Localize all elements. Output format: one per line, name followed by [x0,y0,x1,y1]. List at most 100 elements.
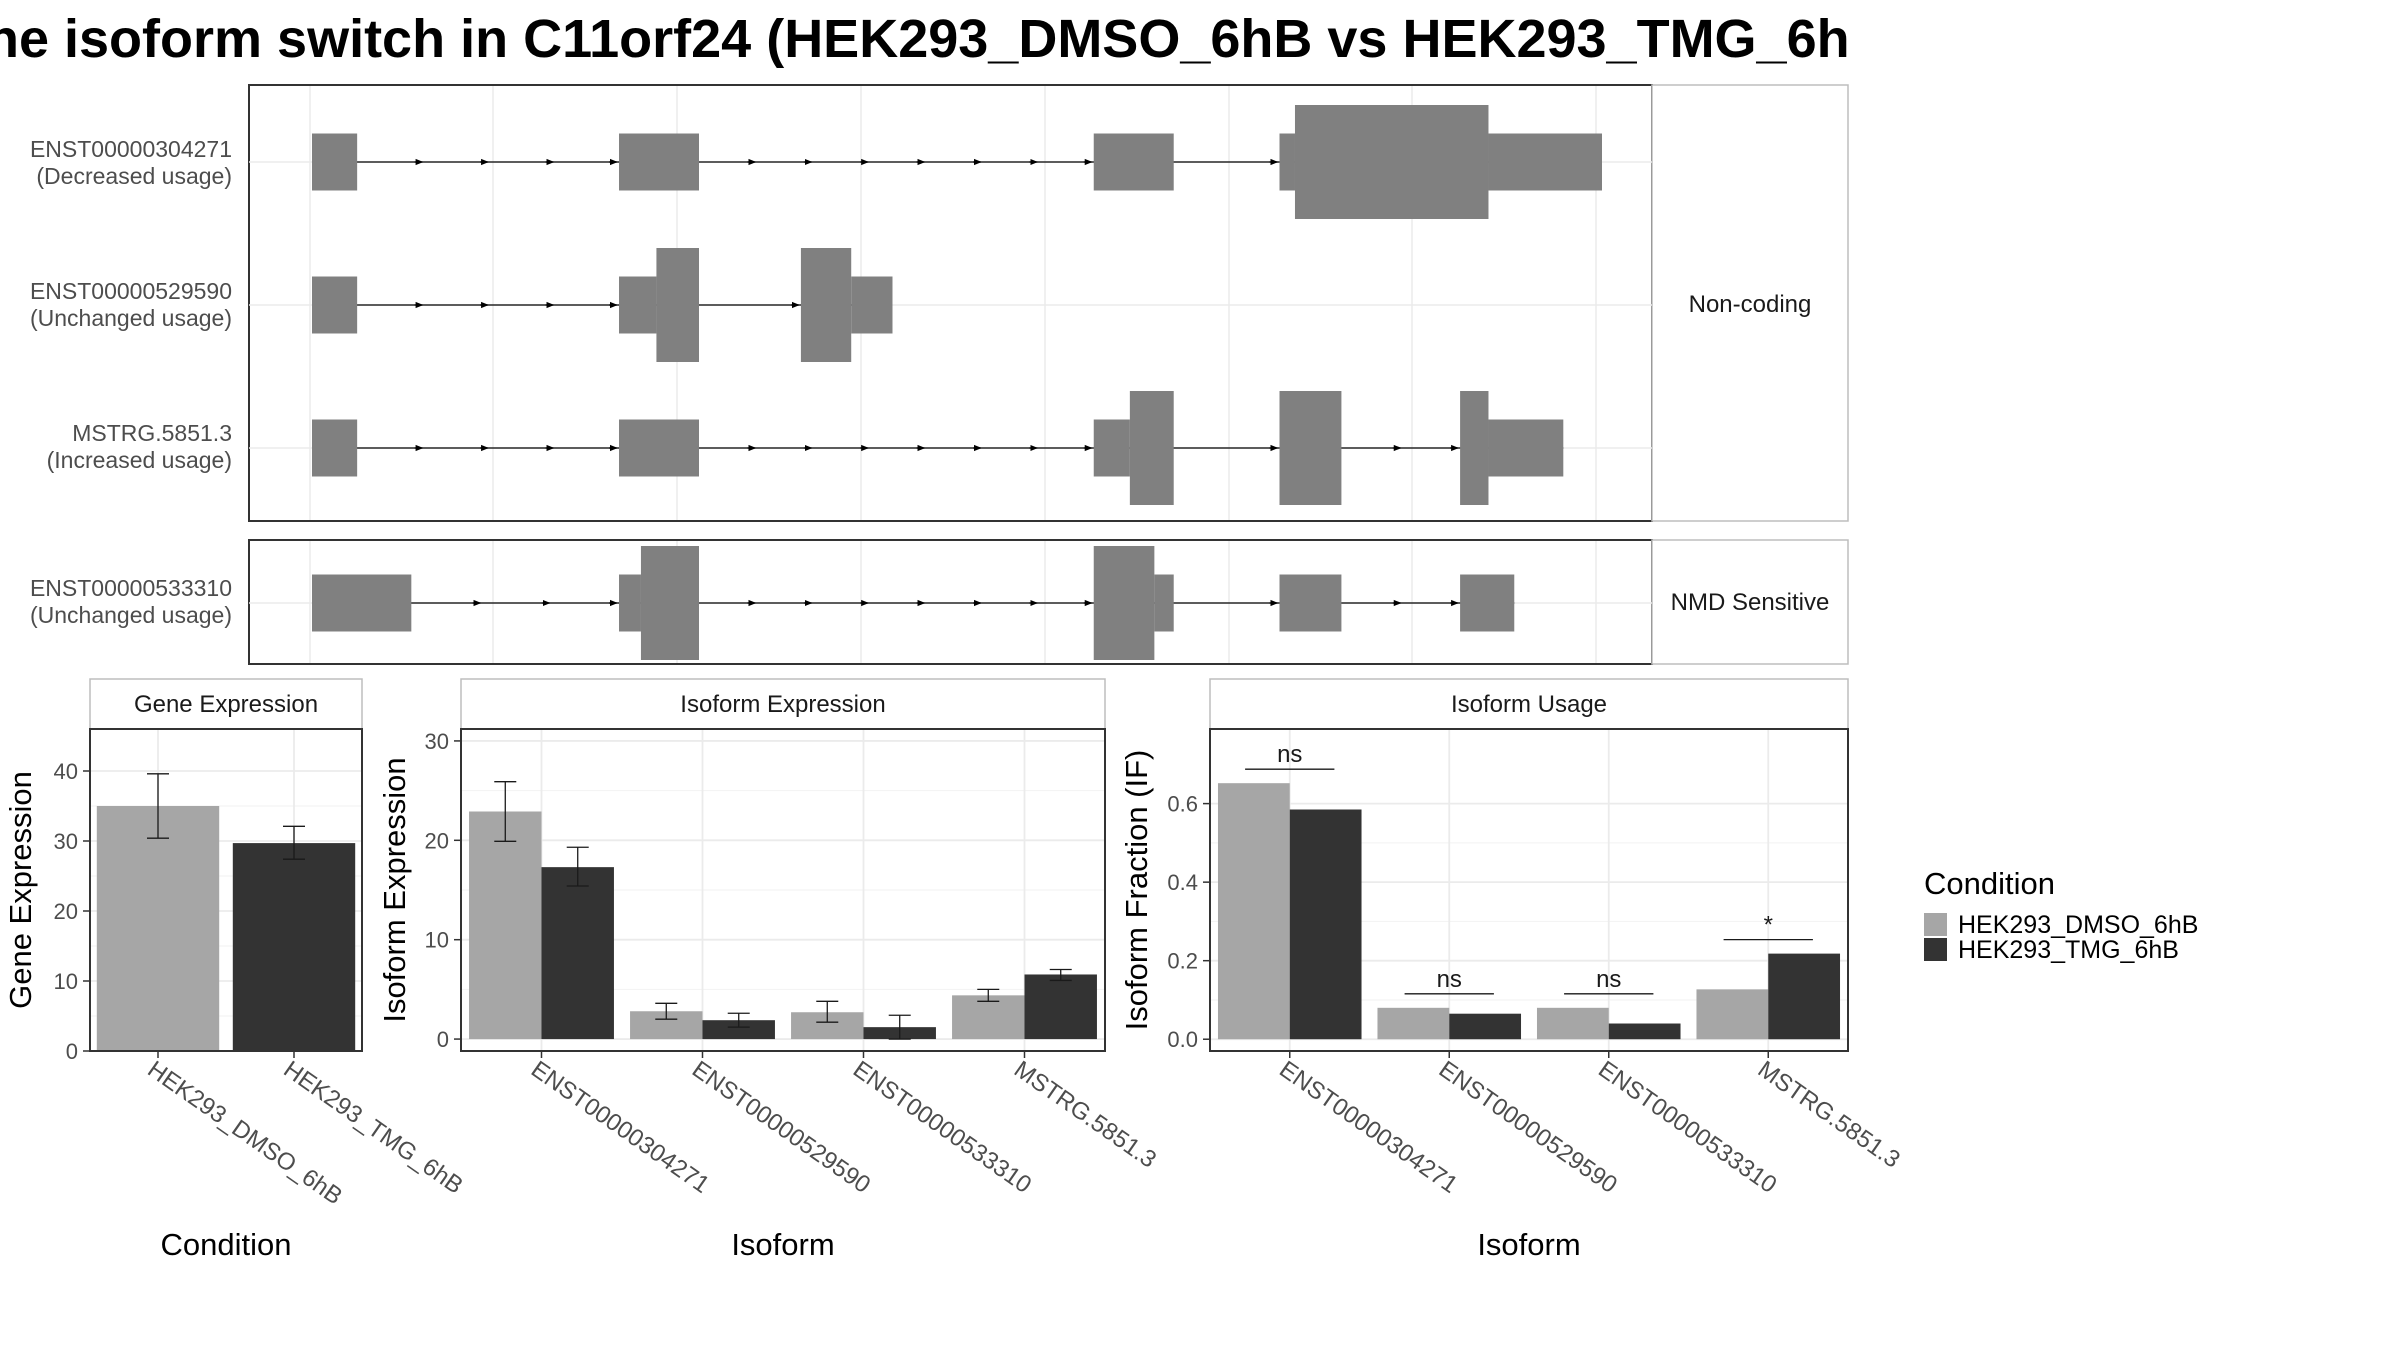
y-tick-label: 0.6 [1167,792,1198,817]
exon-block [1460,574,1515,632]
bar [1696,989,1769,1040]
exon-block [312,419,358,477]
y-axis-title: Isoform Expression [377,757,412,1022]
exon-block [619,574,641,632]
panel-border [460,728,1106,1052]
bar [702,1020,775,1040]
exon-block [800,248,852,362]
legend-swatch-tmg [1924,938,1947,961]
y-axis-title: Isoform Fraction (IF) [1119,750,1154,1031]
isoform-label-0: ENST00000304271 (Decreased usage) [30,136,232,189]
nmd-strip-label: NMD Sensitive [1671,589,1830,616]
x-axis-title: Isoform [731,1227,834,1262]
y-tick-label: 0 [437,1027,449,1052]
y-tick-label: 40 [54,759,78,784]
isoform-id-label: ENST00000304271 [30,136,232,162]
y-tick-label: 10 [54,969,78,994]
bar [96,806,220,1051]
y-tick-label: 0.2 [1167,949,1198,974]
bar [1024,974,1097,1040]
significance-label: ns [1277,741,1302,768]
bar [1217,783,1290,1040]
legend-title: Condition [1924,866,2055,901]
noncoding-strip-label: Non-coding [1689,291,1812,318]
legend-label-dmso: HEK293_DMSO_6hB [1958,911,2198,939]
isoform-id-label: ENST00000529590 [30,278,232,304]
exon-block [1093,419,1130,477]
isoform-usage-panel: Isoform Usage0.00.20.40.6nsENST000003042… [1119,678,1905,1262]
isoform-usage-label: (Decreased usage) [36,163,232,189]
exon-block [1279,574,1342,632]
exon-block [1129,391,1174,505]
bar [1768,953,1841,1040]
x-tick-label: ENST00000304271 [526,1056,714,1199]
y-tick-label: 30 [425,729,449,754]
panel-strip [460,678,1106,730]
significance-label: ns [1596,966,1621,993]
x-tick-label: MSTRG.5851.3 [1009,1056,1161,1174]
panel-strip [89,678,363,730]
bar [1608,1023,1681,1040]
y-tick-label: 0.4 [1167,870,1198,895]
x-tick-label: ENST00000529590 [687,1056,875,1199]
bar [1289,809,1362,1040]
figure-title: ne isoform switch in C11orf24 (HEK293_DM… [0,9,1850,69]
bar [1449,1013,1522,1040]
bar [232,843,356,1051]
significance-label: ns [1437,966,1462,993]
y-tick-label: 20 [425,828,449,853]
exon-block [619,419,699,477]
nmd-strip [1651,539,1849,665]
exon-block [619,133,699,191]
isoform-expression-panel: Isoform Expression 0 10 20 30 ENST00000304271… [377,678,1161,1262]
y-tick-label: 30 [54,829,78,854]
legend-label-tmg: HEK293_TMG_6hB [1958,936,2179,964]
exon-block [312,276,358,334]
exon-block [640,546,699,660]
exon-block [1488,133,1602,191]
isoform-label-3: ENST00000533310 (Unchanged usage) [30,575,232,628]
significance-label: * [1764,912,1773,939]
panel-border [1209,728,1849,1052]
x-tick-label: MSTRG.5851.3 [1753,1056,1905,1174]
isoform-label-2: MSTRG.5851.3 (Increased usage) [47,420,232,473]
y-axis-title: Gene Expression [3,771,38,1009]
noncoding-strip [1651,84,1849,522]
bar [1536,1007,1609,1040]
isoform-usage-label: (Unchanged usage) [30,305,232,331]
panel-border [89,728,363,1052]
panel-strip-title: Gene Expression [134,691,318,718]
legend: Condition HEK293_DMSO_6hB HEK293_TMG_6hB [1924,866,2198,964]
x-axis-title: Isoform [1477,1227,1580,1262]
bar [541,867,614,1040]
exon-block [656,248,699,362]
y-tick-label: 0.0 [1167,1027,1198,1052]
isoform-id-label: ENST00000533310 [30,575,232,601]
transcript-structure-plot: Non-coding NMD Sensitive ENST00000304271… [30,84,1849,665]
panel-strip-title: Isoform Expression [680,691,885,718]
isoform-usage-label: (Unchanged usage) [30,602,232,628]
isoform-id-label: MSTRG.5851.3 [72,420,232,446]
y-tick-label: 10 [425,928,449,953]
bar [952,995,1025,1040]
exon-block [1294,105,1489,219]
exon-block [851,276,893,334]
y-tick-label: 0 [66,1039,78,1064]
x-tick-label: ENST00000533310 [848,1056,1036,1199]
panel-strip-title: Isoform Usage [1451,691,1607,718]
exon-block [312,574,412,632]
bar [1377,1007,1450,1040]
isoform-usage-label: (Increased usage) [47,447,232,473]
x-axis-title: Condition [161,1227,292,1262]
exon-block [312,133,358,191]
exon-block [619,276,657,334]
y-tick-label: 20 [54,899,78,924]
nmd-panel-border [248,539,1653,665]
exon-block [1488,419,1564,477]
exon-block [1460,391,1489,505]
exon-block [1093,546,1155,660]
exon-block [1279,133,1295,191]
legend-swatch-dmso [1924,913,1947,936]
bar [469,811,542,1040]
